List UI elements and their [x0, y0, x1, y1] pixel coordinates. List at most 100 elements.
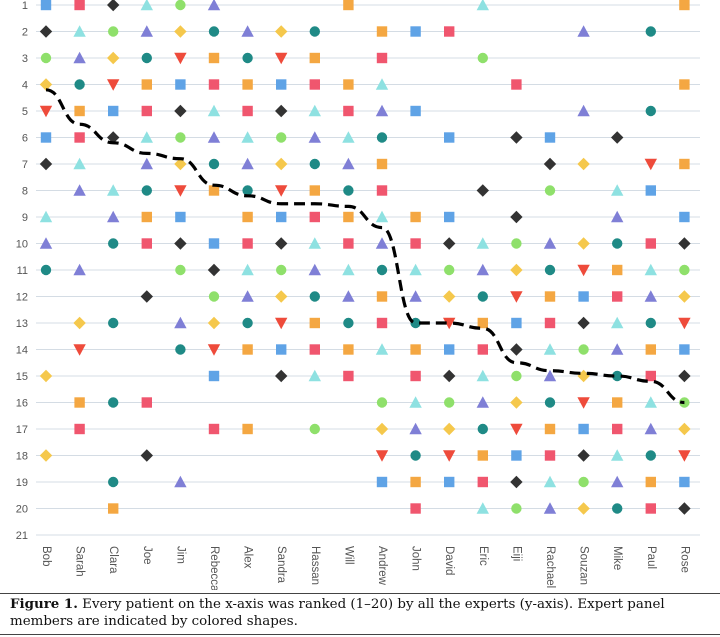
- rank-marker: [39, 237, 53, 249]
- rank-marker: [208, 26, 220, 37]
- y-tick-label: 1: [22, 0, 28, 12]
- rank-marker: [511, 503, 522, 514]
- rank-marker: [74, 132, 85, 143]
- rank-marker: [275, 369, 288, 383]
- rank-marker: [343, 317, 354, 329]
- rank-marker: [39, 369, 53, 383]
- y-tick-label: 11: [17, 265, 28, 277]
- rank-marker: [409, 396, 422, 408]
- rank-marker: [74, 0, 85, 11]
- rank-marker: [107, 210, 120, 223]
- rank-marker: [375, 422, 389, 436]
- caption-label: Figure 1.: [10, 596, 78, 612]
- rank-marker: [276, 79, 287, 90]
- figure-caption: Figure 1. Every patient on the x-axis wa…: [10, 596, 710, 630]
- caption-text: Every patient on the x-axis was ranked (…: [10, 597, 665, 629]
- rank-markers: [39, 0, 691, 515]
- x-axis-ticks: Bob Sarah Clara Joe Jim Rebecca Alex Sandra Hass…: [40, 546, 690, 590]
- rank-marker: [308, 131, 321, 143]
- rank-marker: [678, 290, 691, 303]
- rank-marker: [375, 450, 389, 462]
- rank-marker: [678, 317, 691, 330]
- rank-marker: [444, 397, 455, 408]
- rank-marker: [175, 132, 186, 143]
- y-tick-label: 16: [16, 398, 28, 410]
- rank-marker: [208, 423, 220, 435]
- rank-marker: [444, 26, 455, 37]
- x-tick-label: Joe: [141, 546, 153, 565]
- x-tick-label: Rachael: [544, 546, 556, 588]
- rank-marker: [140, 157, 153, 170]
- rank-marker: [476, 396, 489, 408]
- rank-marker: [276, 132, 287, 143]
- rank-marker: [645, 26, 656, 37]
- rank-marker: [577, 237, 590, 250]
- rank-marker: [275, 185, 288, 197]
- rank-marker: [511, 370, 522, 382]
- rank-marker: [73, 344, 86, 356]
- rank-marker: [342, 263, 355, 276]
- rank-marker: [74, 79, 85, 90]
- rank-marker: [376, 132, 388, 143]
- rank-marker: [376, 52, 388, 64]
- rank-marker: [275, 104, 288, 118]
- rank-marker: [275, 290, 288, 303]
- rank-marker: [174, 104, 187, 118]
- rank-marker: [175, 79, 186, 90]
- rank-marker: [543, 369, 557, 382]
- rank-marker: [678, 422, 691, 436]
- rank-marker: [108, 26, 119, 37]
- y-tick-label: 4: [22, 80, 28, 92]
- x-tick-label: Jim: [174, 546, 186, 564]
- rank-marker: [376, 397, 388, 408]
- rank-marker: [73, 184, 86, 196]
- rank-marker: [543, 343, 557, 355]
- rank-marker: [174, 157, 187, 171]
- rank-marker: [107, 184, 120, 196]
- rank-marker: [108, 238, 119, 249]
- rank-marker: [73, 263, 86, 276]
- rank-marker: [308, 263, 321, 276]
- rank-marker: [309, 26, 320, 37]
- rank-marker: [410, 476, 421, 488]
- rank-marker: [443, 422, 456, 436]
- x-tick-label: Bob: [40, 546, 52, 566]
- x-tick-label: Alex: [242, 546, 254, 569]
- rank-marker: [343, 185, 354, 196]
- rank-marker: [443, 237, 456, 250]
- y-tick-label: 14: [16, 345, 28, 357]
- rank-marker: [208, 238, 220, 249]
- rank-marker: [39, 78, 53, 91]
- rank-marker: [476, 502, 489, 514]
- x-tick-label: Souzan: [578, 546, 590, 585]
- rank-marker: [309, 185, 320, 196]
- x-tick-label: John: [410, 546, 422, 571]
- rank-marker: [40, 52, 52, 64]
- y-tick-label: 8: [22, 186, 28, 198]
- rank-marker: [679, 79, 690, 90]
- rank-marker: [578, 423, 589, 435]
- rank-marker: [577, 449, 590, 462]
- rank-marker: [577, 104, 590, 117]
- rank-marker: [443, 450, 456, 462]
- rank-marker: [376, 185, 388, 196]
- rank-marker: [410, 344, 421, 355]
- rank-marker: [241, 157, 254, 170]
- rank-marker: [375, 78, 389, 90]
- rank-marker: [242, 238, 253, 249]
- rank-marker: [141, 52, 152, 64]
- x-tick-label: Clara: [107, 546, 119, 574]
- x-tick-label: Eric: [477, 546, 489, 566]
- rank-marker: [73, 157, 86, 170]
- rank-marker: [207, 316, 221, 330]
- rank-marker: [108, 105, 119, 117]
- rank-marker: [510, 423, 523, 436]
- x-tick-label: Paul: [645, 546, 657, 569]
- rank-marker: [208, 79, 220, 90]
- rank-marker: [679, 264, 690, 276]
- rank-marker: [242, 211, 253, 223]
- rank-marker: [678, 502, 691, 515]
- rank-marker: [208, 370, 220, 382]
- rank-marker: [410, 26, 421, 37]
- rank-marker: [309, 52, 320, 64]
